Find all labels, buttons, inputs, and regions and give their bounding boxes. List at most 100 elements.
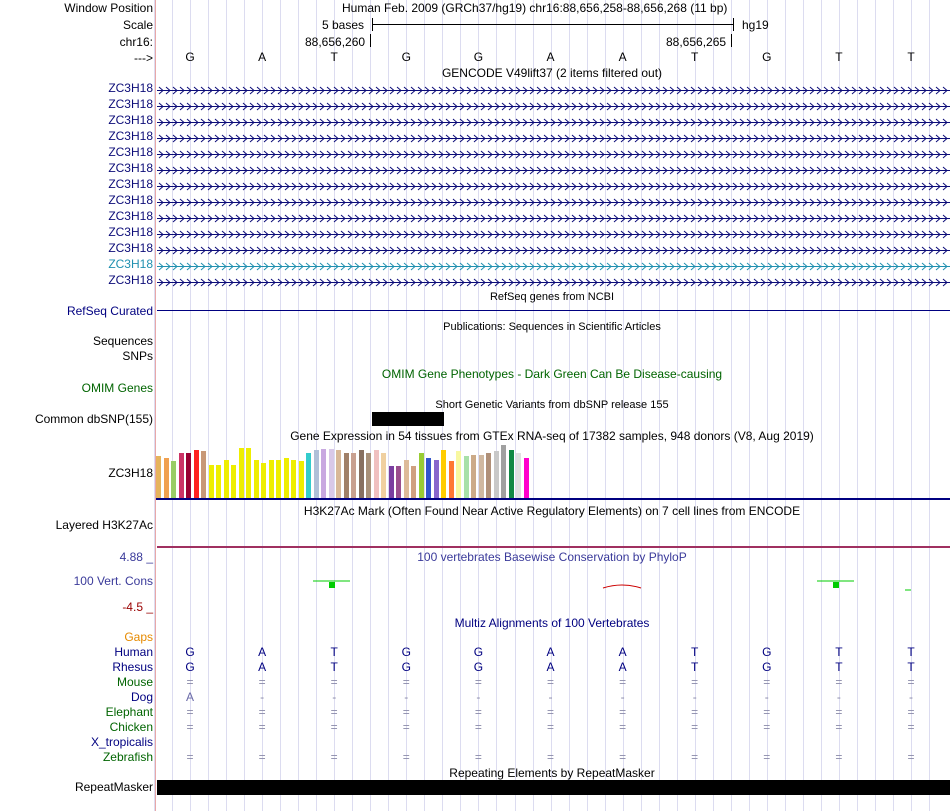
multiz-species-label[interactable]: Human xyxy=(114,645,153,659)
gtex-tissue-bar[interactable] xyxy=(493,451,499,498)
gencode-item-label[interactable]: ZC3H18 xyxy=(108,273,153,287)
gencode-item-label[interactable]: ZC3H18 xyxy=(108,177,153,191)
gtex-tissue-bar[interactable] xyxy=(523,458,529,498)
gencode-transcript-line[interactable] xyxy=(157,276,950,287)
gtex-tissue-bar[interactable] xyxy=(501,445,506,498)
multiz-species-label[interactable]: Dog xyxy=(130,690,153,704)
gtex-tissue-bar[interactable] xyxy=(208,465,214,498)
gencode-transcript-line[interactable] xyxy=(157,84,950,95)
gencode-item-label[interactable]: ZC3H18 xyxy=(108,193,153,207)
gtex-tissue-bar[interactable] xyxy=(306,452,311,498)
gtex-tissue-bar[interactable] xyxy=(223,459,229,498)
gtex-tissue-bar[interactable] xyxy=(471,454,476,498)
gtex-tissue-bar[interactable] xyxy=(448,460,454,498)
gtex-tissue-bar[interactable] xyxy=(163,458,169,498)
gtex-tissue-bar[interactable] xyxy=(268,459,274,498)
gtex-tissue-bar[interactable] xyxy=(291,459,296,498)
gtex-tissue-bar[interactable] xyxy=(246,447,251,498)
gtex-tissue-bar[interactable] xyxy=(313,450,319,498)
gencode-transcript-line[interactable] xyxy=(157,180,950,191)
gtex-tissue-bar[interactable] xyxy=(388,466,394,498)
gencode-item-label[interactable]: ZC3H18 xyxy=(108,161,153,175)
gtex-tissue-bar[interactable] xyxy=(283,458,289,498)
gtex-tissue-bar[interactable] xyxy=(426,458,431,498)
gencode-transcript-line[interactable] xyxy=(157,116,950,127)
gtex-tissue-bar[interactable] xyxy=(261,462,266,498)
gtex-tissue-bar[interactable] xyxy=(351,452,356,498)
gtex-tissue-bar[interactable] xyxy=(216,465,221,498)
multiz-species-label[interactable]: Rhesus xyxy=(112,660,153,674)
gtex-bar-chart[interactable] xyxy=(156,445,556,498)
dbsnp-label[interactable]: Common dbSNP(155) xyxy=(34,412,153,426)
gtex-tissue-bar[interactable] xyxy=(253,459,259,498)
multiz-species-label[interactable]: Mouse xyxy=(116,675,153,689)
gtex-tissue-bar[interactable] xyxy=(403,459,409,498)
gencode-item-label[interactable]: ZC3H18 xyxy=(108,241,153,255)
gtex-tissue-bar[interactable] xyxy=(418,452,424,498)
gtex-tissue-bar[interactable] xyxy=(238,447,244,498)
gtex-tissue-bar[interactable] xyxy=(358,450,364,498)
gencode-item-label[interactable]: ZC3H18 xyxy=(108,209,153,223)
gtex-tissue-bar[interactable] xyxy=(178,452,184,498)
gtex-tissue-bar[interactable] xyxy=(186,452,191,498)
gencode-transcript-line[interactable] xyxy=(157,132,950,143)
refseq-label[interactable]: RefSeq Curated xyxy=(66,304,153,318)
gtex-tissue-bar[interactable] xyxy=(366,452,371,498)
gtex-tissue-bar[interactable] xyxy=(201,451,206,498)
gtex-tissue-bar[interactable] xyxy=(441,450,446,498)
gtex-tissue-bar[interactable] xyxy=(463,455,469,498)
gencode-transcript-line[interactable] xyxy=(157,148,950,159)
gtex-tissue-bar[interactable] xyxy=(486,452,491,498)
gtex-tissue-bar[interactable] xyxy=(321,448,326,498)
gtex-tissue-bar[interactable] xyxy=(336,450,341,498)
phylop-plot[interactable] xyxy=(157,575,950,595)
multiz-base: A xyxy=(618,645,627,659)
repeatmasker-block[interactable] xyxy=(157,780,950,795)
multiz-species-label[interactable]: X_tropicalis xyxy=(90,735,153,749)
gencode-item-label[interactable]: ZC3H18 xyxy=(108,257,153,271)
publications-label-sequences[interactable]: Sequences xyxy=(92,334,153,348)
gencode-transcript-line[interactable] xyxy=(157,260,950,271)
encode-label[interactable]: Layered H3K27Ac xyxy=(55,518,153,532)
gtex-tissue-bar[interactable] xyxy=(193,450,199,498)
gtex-tissue-bar[interactable] xyxy=(276,459,281,498)
gencode-transcript-line[interactable] xyxy=(157,100,950,111)
gtex-label[interactable]: ZC3H18 xyxy=(108,466,153,480)
repeatmasker-label[interactable]: RepeatMasker xyxy=(74,780,153,794)
gridline xyxy=(406,0,408,811)
gencode-transcript-line[interactable] xyxy=(157,244,950,255)
multiz-species-label[interactable]: Zebrafish xyxy=(102,750,153,764)
gtex-tissue-bar[interactable] xyxy=(171,460,176,498)
gencode-transcript-line[interactable] xyxy=(157,228,950,239)
gencode-item-label[interactable]: ZC3H18 xyxy=(108,97,153,111)
dbsnp-variant-block[interactable] xyxy=(372,412,444,426)
gtex-tissue-bar[interactable] xyxy=(373,450,379,498)
gtex-tissue-bar[interactable] xyxy=(231,465,236,498)
gencode-transcript-line[interactable] xyxy=(157,164,950,175)
gtex-tissue-bar[interactable] xyxy=(298,460,304,498)
multiz-species-label[interactable]: Elephant xyxy=(105,705,153,719)
gencode-item-label[interactable]: ZC3H18 xyxy=(108,113,153,127)
gtex-tissue-bar[interactable] xyxy=(456,451,461,498)
multiz-species-label[interactable]: Chicken xyxy=(109,720,153,734)
gtex-tissue-bar[interactable] xyxy=(343,452,349,498)
gtex-tissue-bar[interactable] xyxy=(478,454,484,498)
gtex-tissue-bar[interactable] xyxy=(508,450,514,498)
gencode-item-label[interactable]: ZC3H18 xyxy=(108,145,153,159)
gtex-tissue-bar[interactable] xyxy=(396,466,401,498)
gtex-tissue-bar[interactable] xyxy=(381,452,386,498)
gtex-tissue-bar[interactable] xyxy=(411,466,416,498)
gtex-tissue-bar[interactable] xyxy=(328,448,334,498)
gtex-tissue-bar[interactable] xyxy=(156,455,161,498)
gtex-tissue-bar[interactable] xyxy=(433,459,439,498)
phylop-label[interactable]: 100 Vert. Cons xyxy=(73,574,153,588)
publications-label-snps[interactable]: SNPs xyxy=(122,349,153,363)
omim-label[interactable]: OMIM Genes xyxy=(81,381,153,395)
gencode-item-label[interactable]: ZC3H18 xyxy=(108,81,153,95)
gtex-tissue-bar[interactable] xyxy=(516,452,521,498)
multiz-gaps-label[interactable]: Gaps xyxy=(124,630,153,644)
gencode-item-label[interactable]: ZC3H18 xyxy=(108,129,153,143)
gencode-transcript-line[interactable] xyxy=(157,212,950,223)
gencode-item-label[interactable]: ZC3H18 xyxy=(108,225,153,239)
gencode-transcript-line[interactable] xyxy=(157,196,950,207)
